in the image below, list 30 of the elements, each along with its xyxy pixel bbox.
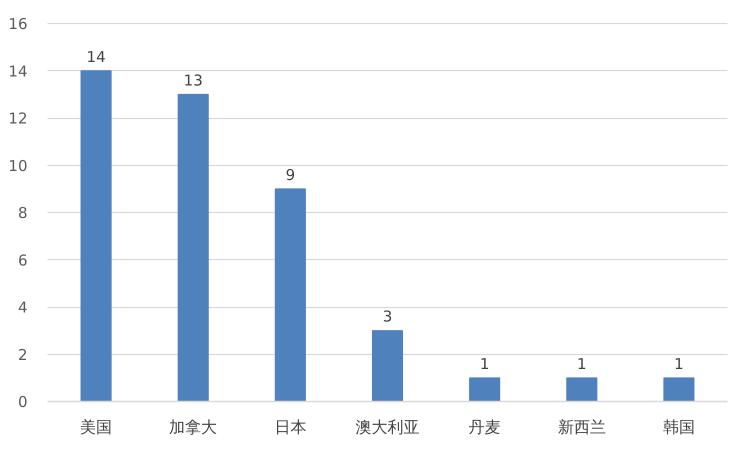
y-tick-label: 8 <box>18 204 28 222</box>
bar <box>469 377 500 402</box>
bar <box>663 377 694 402</box>
data-label: 9 <box>286 166 296 184</box>
x-tick-label: 韩国 <box>662 418 695 436</box>
x-tick-label: 澳大利亚 <box>356 418 420 436</box>
bar <box>80 70 112 402</box>
data-label: 1 <box>674 354 684 373</box>
y-tick-label: 6 <box>18 251 28 270</box>
y-tick-label: 10 <box>8 156 28 175</box>
bar <box>566 377 598 402</box>
bar <box>372 330 404 402</box>
y-tick-label: 2 <box>18 346 28 364</box>
y-tick-label: 12 <box>8 110 28 128</box>
x-tick-label: 新西兰 <box>558 418 606 436</box>
y-tick-label: 16 <box>8 15 28 33</box>
data-label: 1 <box>577 354 587 373</box>
data-label: 3 <box>382 308 392 326</box>
x-tick-label: 丹麦 <box>468 418 501 436</box>
bar <box>274 188 306 402</box>
y-tick-label: 14 <box>8 62 28 80</box>
y-tick-label: 0 <box>18 393 28 411</box>
bar <box>178 94 209 402</box>
data-label: 13 <box>184 71 203 90</box>
data-label: 14 <box>86 48 106 66</box>
x-tick-label: 日本 <box>274 418 306 436</box>
x-tick-label: 美国 <box>80 418 112 436</box>
data-label: 1 <box>480 354 490 373</box>
y-tick-label: 4 <box>18 298 28 316</box>
x-tick-label: 加拿大 <box>169 418 218 436</box>
